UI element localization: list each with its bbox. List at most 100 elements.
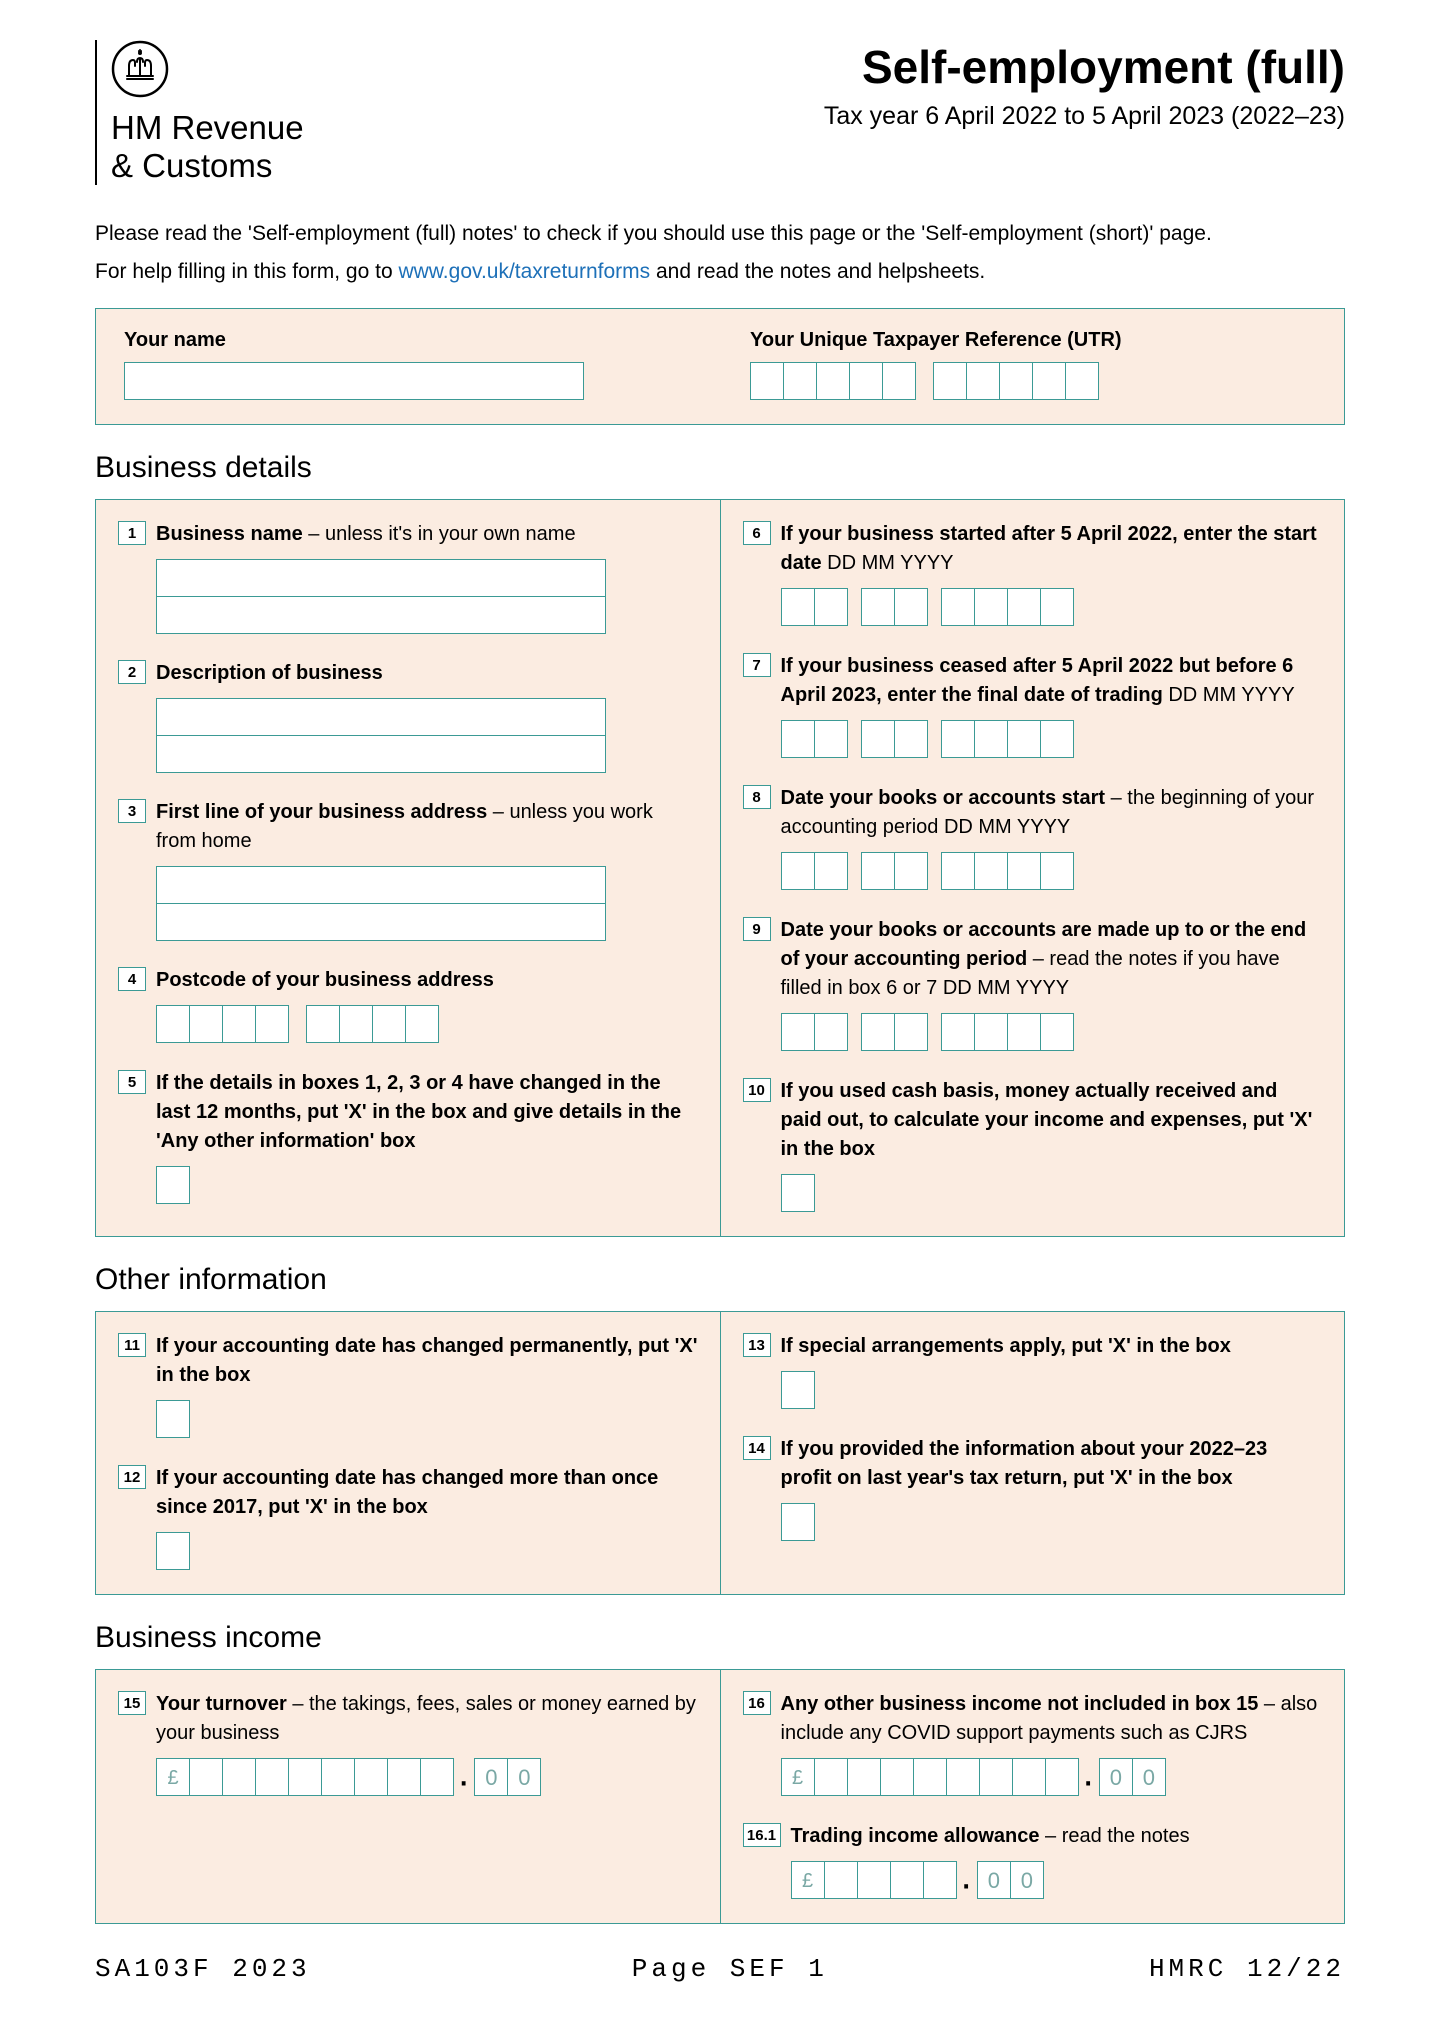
q8: 8 Date your books or accounts start – th…	[743, 784, 1323, 890]
business-details-panel: 1 Business name – unless it's in your ow…	[95, 499, 1345, 1237]
business-income-panel: 15 Your turnover – the takings, fees, sa…	[95, 1669, 1345, 1924]
q14-checkbox[interactable]	[781, 1503, 815, 1541]
q4-postcode-input[interactable]	[156, 1005, 698, 1043]
q16-1: 16.1 Trading income allowance – read the…	[743, 1822, 1323, 1899]
q10: 10 If you used cash basis, money actuall…	[743, 1077, 1323, 1212]
q-label: Your turnover – the takings, fees, sales…	[156, 1690, 698, 1748]
footer-left: SA103F 2023	[95, 1954, 311, 1984]
header: HM Revenue & Customs Self-employment (fu…	[95, 40, 1345, 185]
utr-input[interactable]	[750, 362, 1316, 400]
section-business-income: Business income	[95, 1621, 1345, 1655]
q6-date-input[interactable]	[781, 588, 1323, 626]
q-label: Description of business	[156, 659, 383, 688]
q-num: 16	[743, 1691, 771, 1715]
col-left: 11 If your accounting date has changed p…	[96, 1312, 721, 1594]
q7-date-input[interactable]	[781, 720, 1323, 758]
q12-checkbox[interactable]	[156, 1532, 190, 1570]
q13: 13 If special arrangements apply, put 'X…	[743, 1332, 1323, 1409]
org-name: HM Revenue & Customs	[111, 109, 304, 185]
q1-input-line2[interactable]	[156, 596, 606, 634]
section-business-details: Business details	[95, 451, 1345, 485]
q-num: 9	[743, 917, 771, 941]
q-num: 5	[118, 1070, 146, 1094]
q3: 3 First line of your business address – …	[118, 798, 698, 941]
utr-label: Your Unique Taxpayer Reference (UTR)	[750, 329, 1316, 352]
col-right: 16 Any other business income not include…	[721, 1670, 1345, 1923]
q16-1-money-input[interactable]: £ · 00	[791, 1861, 1323, 1899]
q-label: If your business ceased after 5 April 20…	[781, 652, 1323, 710]
q-num: 8	[743, 785, 771, 809]
col-left: 15 Your turnover – the takings, fees, sa…	[96, 1670, 721, 1923]
q-label: If you provided the information about yo…	[781, 1435, 1323, 1493]
page: HM Revenue & Customs Self-employment (fu…	[0, 0, 1440, 2014]
crown-icon	[111, 40, 304, 103]
q-num: 3	[118, 799, 146, 823]
col-left: 1 Business name – unless it's in your ow…	[96, 500, 721, 1236]
q-num: 4	[118, 967, 146, 991]
q3-input-line2[interactable]	[156, 903, 606, 941]
q-label: First line of your business address – un…	[156, 798, 698, 856]
q5-checkbox[interactable]	[156, 1166, 190, 1204]
q-label: If your business started after 5 April 2…	[781, 520, 1323, 578]
q9: 9 Date your books or accounts are made u…	[743, 916, 1323, 1051]
q9-date-input[interactable]	[781, 1013, 1323, 1051]
q-num: 12	[118, 1465, 146, 1489]
q-num: 1	[118, 521, 146, 545]
intro-text: Please read the 'Self-employment (full) …	[95, 215, 1345, 291]
title-block: Self-employment (full) Tax year 6 April …	[824, 40, 1345, 131]
hmrc-logo: HM Revenue & Customs	[95, 40, 304, 185]
q13-checkbox[interactable]	[781, 1371, 815, 1409]
q11: 11 If your accounting date has changed p…	[118, 1332, 698, 1438]
q-num: 2	[118, 660, 146, 684]
subtitle: Tax year 6 April 2022 to 5 April 2023 (2…	[824, 102, 1345, 131]
q15-money-input[interactable]: £ · 00	[156, 1758, 698, 1796]
main-title: Self-employment (full)	[824, 40, 1345, 94]
name-utr-panel: Your name Your Unique Taxpayer Reference…	[95, 308, 1345, 425]
col-right: 6 If your business started after 5 April…	[721, 500, 1345, 1236]
footer: SA103F 2023 Page SEF 1 HMRC 12/22	[95, 1954, 1345, 1984]
q-num: 13	[743, 1333, 771, 1357]
q-num: 6	[743, 521, 771, 545]
q1: 1 Business name – unless it's in your ow…	[118, 520, 698, 634]
q-num: 11	[118, 1333, 146, 1357]
your-name-label: Your name	[124, 329, 690, 352]
q-num: 7	[743, 653, 771, 677]
q2-input-line1[interactable]	[156, 698, 606, 736]
q2-input-line2[interactable]	[156, 735, 606, 773]
q-num: 10	[743, 1078, 771, 1102]
intro-line2: For help filling in this form, go to www…	[95, 253, 1345, 291]
q-num: 16.1	[743, 1823, 781, 1847]
q-label: If your accounting date has changed perm…	[156, 1332, 698, 1390]
q2: 2 Description of business	[118, 659, 698, 773]
footer-center: Page SEF 1	[632, 1954, 828, 1984]
q4: 4 Postcode of your business address	[118, 966, 698, 1043]
q16-money-input[interactable]: £ · 00	[781, 1758, 1323, 1796]
org-line1: HM Revenue	[111, 109, 304, 147]
q16: 16 Any other business income not include…	[743, 1690, 1323, 1796]
q6: 6 If your business started after 5 April…	[743, 520, 1323, 626]
your-name-group: Your name	[124, 329, 690, 400]
section-other-info: Other information	[95, 1263, 1345, 1297]
q11-checkbox[interactable]	[156, 1400, 190, 1438]
q8-date-input[interactable]	[781, 852, 1323, 890]
q-label: Date your books or accounts start – the …	[781, 784, 1323, 842]
q1-input-line1[interactable]	[156, 559, 606, 597]
q-label: Postcode of your business address	[156, 966, 494, 995]
intro-line1: Please read the 'Self-employment (full) …	[95, 215, 1345, 253]
q-label: Any other business income not included i…	[781, 1690, 1323, 1748]
q7: 7 If your business ceased after 5 April …	[743, 652, 1323, 758]
col-right: 13 If special arrangements apply, put 'X…	[721, 1312, 1345, 1594]
q-label: Trading income allowance – read the note…	[791, 1822, 1190, 1851]
q3-input-line1[interactable]	[156, 866, 606, 904]
other-info-panel: 11 If your accounting date has changed p…	[95, 1311, 1345, 1595]
your-name-input[interactable]	[124, 362, 584, 400]
q14: 14 If you provided the information about…	[743, 1435, 1323, 1541]
q-label: If special arrangements apply, put 'X' i…	[781, 1332, 1231, 1361]
footer-right: HMRC 12/22	[1149, 1954, 1345, 1984]
q-num: 15	[118, 1691, 146, 1715]
q-num: 14	[743, 1436, 771, 1460]
utr-group: Your Unique Taxpayer Reference (UTR)	[750, 329, 1316, 400]
q10-checkbox[interactable]	[781, 1174, 815, 1212]
q12: 12 If your accounting date has changed m…	[118, 1464, 698, 1570]
help-link[interactable]: www.gov.uk/taxreturnforms	[398, 260, 650, 283]
